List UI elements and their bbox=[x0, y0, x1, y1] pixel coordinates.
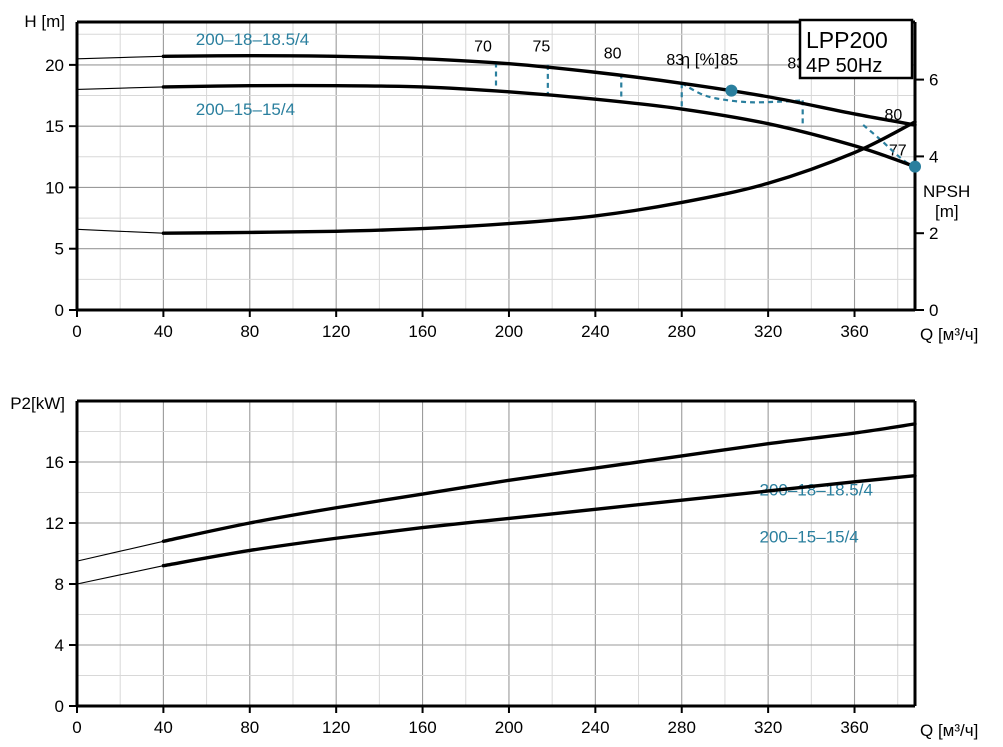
head-curve bbox=[161, 120, 917, 235]
y-tick-label: 4 bbox=[55, 636, 64, 655]
y-tick-label: 12 bbox=[45, 514, 64, 533]
efficiency-value-label: 80 bbox=[604, 46, 622, 63]
x-tick-label: 320 bbox=[754, 322, 782, 341]
bep-marker-dot bbox=[909, 160, 921, 173]
head-curve-label: 200–18–18.5/4 bbox=[196, 30, 309, 49]
head-curve-label: 200–15–15/4 bbox=[196, 100, 295, 119]
model-name: LPP200 bbox=[806, 27, 888, 53]
power-curve-label: 200–18–18.5/4 bbox=[759, 480, 872, 499]
x-tick-label: 360 bbox=[840, 718, 868, 737]
x-tick-label: 120 bbox=[322, 322, 350, 341]
npsh-axis-unit: [m] bbox=[935, 202, 959, 221]
efficiency-value-label: 83 bbox=[666, 52, 684, 69]
curve-lead-in bbox=[76, 540, 164, 562]
x-axis-title: Q [м³/ч] bbox=[920, 721, 978, 740]
x-tick-label: 40 bbox=[154, 322, 173, 341]
x-tick-label: 40 bbox=[154, 718, 173, 737]
bep-marker-dot bbox=[725, 84, 738, 97]
curve-lead-in bbox=[76, 565, 164, 585]
curve-lead-in bbox=[76, 228, 164, 234]
y-tick-label: 16 bbox=[45, 453, 64, 472]
y-tick-label: 10 bbox=[45, 178, 64, 197]
npsh-tick-label: 2 bbox=[929, 224, 938, 243]
x-axis-title: Q [м³/ч] bbox=[920, 325, 978, 344]
model-title-box-frame bbox=[798, 18, 914, 80]
npsh-axis: 0 2 4 6 NPSH[m] bbox=[915, 71, 970, 320]
iso-efficiency-83-curve bbox=[681, 82, 803, 104]
eta-axis-title: η [%] bbox=[681, 50, 720, 69]
x-tick-label: 200 bbox=[495, 718, 523, 737]
x-tick-label: 360 bbox=[840, 322, 868, 341]
y-tick-label: 20 bbox=[45, 56, 64, 75]
power-curve bbox=[161, 474, 917, 568]
efficiency-value-label: 70 bbox=[474, 38, 492, 55]
x-tick-label: 80 bbox=[240, 322, 259, 341]
curve-lead-in bbox=[76, 86, 164, 90]
x-tick-label: 160 bbox=[408, 322, 436, 341]
x-tick-label: 320 bbox=[754, 718, 782, 737]
y-axis-title: P2[kW] bbox=[10, 394, 65, 413]
curve-lead-in bbox=[76, 55, 164, 60]
x-tick-label: 0 bbox=[72, 322, 81, 341]
power-curve-label: 200–15–15/4 bbox=[759, 528, 858, 547]
npsh-axis-title: NPSH bbox=[923, 182, 970, 201]
x-tick-label: 120 bbox=[322, 718, 350, 737]
y-tick-label: 5 bbox=[55, 240, 64, 259]
x-tick-label: 240 bbox=[581, 322, 609, 341]
y-tick-label: 15 bbox=[45, 117, 64, 136]
efficiency-value-label: 75 bbox=[532, 38, 550, 55]
y-tick-label: 0 bbox=[55, 301, 64, 320]
head-curve bbox=[161, 83, 917, 169]
npsh-tick-label: 6 bbox=[929, 71, 938, 90]
efficiency-value-label: 77 bbox=[889, 142, 907, 159]
x-tick-label: 240 bbox=[581, 718, 609, 737]
x-tick-label: 200 bbox=[495, 322, 523, 341]
power-curve bbox=[161, 422, 917, 543]
x-tick-label: 160 bbox=[408, 718, 436, 737]
npsh-tick-label: 4 bbox=[929, 147, 938, 166]
y-tick-label: 8 bbox=[55, 575, 64, 594]
head-curve bbox=[161, 53, 917, 127]
npsh-tick-label: 0 bbox=[929, 301, 938, 320]
y-tick-label: 0 bbox=[55, 697, 64, 716]
x-tick-label: 0 bbox=[72, 718, 81, 737]
x-tick-label: 80 bbox=[240, 718, 259, 737]
x-tick-label: 280 bbox=[668, 322, 696, 341]
model-spec: 4P 50Hz bbox=[806, 55, 882, 77]
efficiency-value-label: 85 bbox=[720, 52, 738, 69]
x-tick-label: 280 bbox=[668, 718, 696, 737]
y-axis-title: H [m] bbox=[24, 12, 65, 31]
